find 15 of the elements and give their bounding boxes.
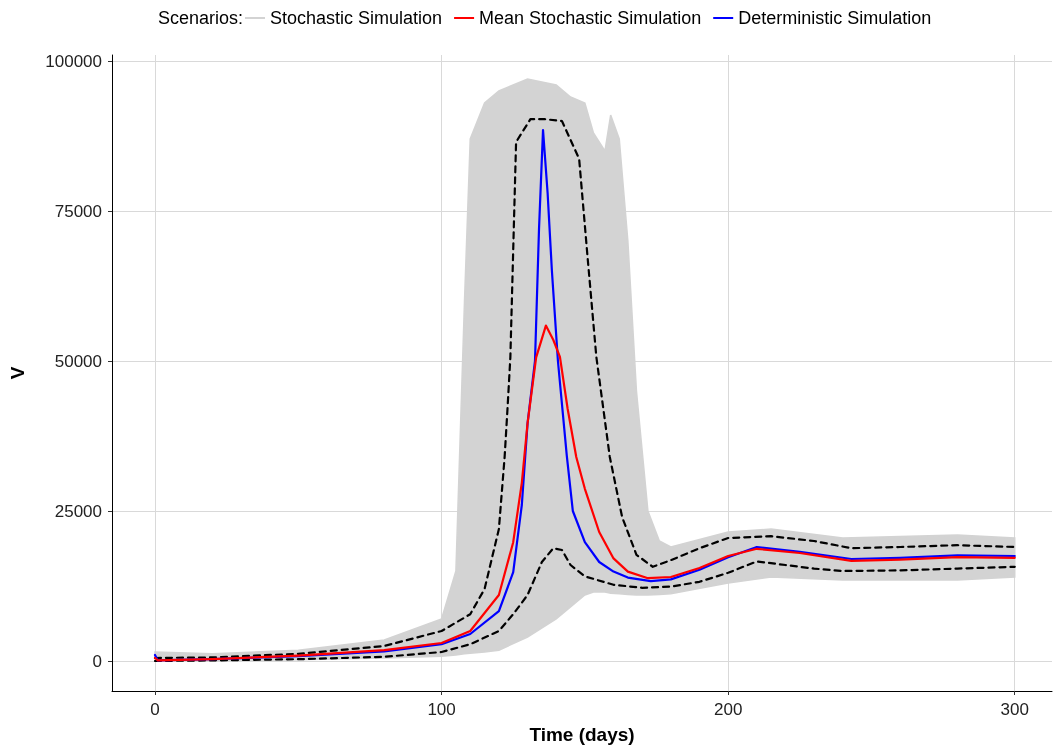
y-tick-label: 75000 bbox=[54, 201, 102, 221]
y-tick-label: 100000 bbox=[45, 51, 102, 71]
y-tick-label: 0 bbox=[92, 651, 102, 671]
legend-label: Stochastic Simulation bbox=[270, 8, 443, 28]
x-tick-label: 300 bbox=[1000, 700, 1029, 719]
x-tick-label: 200 bbox=[713, 700, 743, 719]
x-tick-label: 100 bbox=[427, 700, 456, 719]
legend-title: Scenarios: bbox=[158, 8, 244, 28]
x-tick-label: 0 bbox=[150, 700, 160, 719]
x-axis-title: Time (days) bbox=[529, 724, 635, 745]
y-axis-title: V bbox=[7, 366, 28, 380]
legend-label: Deterministic Simulation bbox=[738, 8, 932, 28]
y-tick-label: 25000 bbox=[54, 501, 102, 521]
y-tick-label: 50000 bbox=[54, 351, 102, 371]
legend-label: Mean Stochastic Simulation bbox=[479, 8, 702, 28]
